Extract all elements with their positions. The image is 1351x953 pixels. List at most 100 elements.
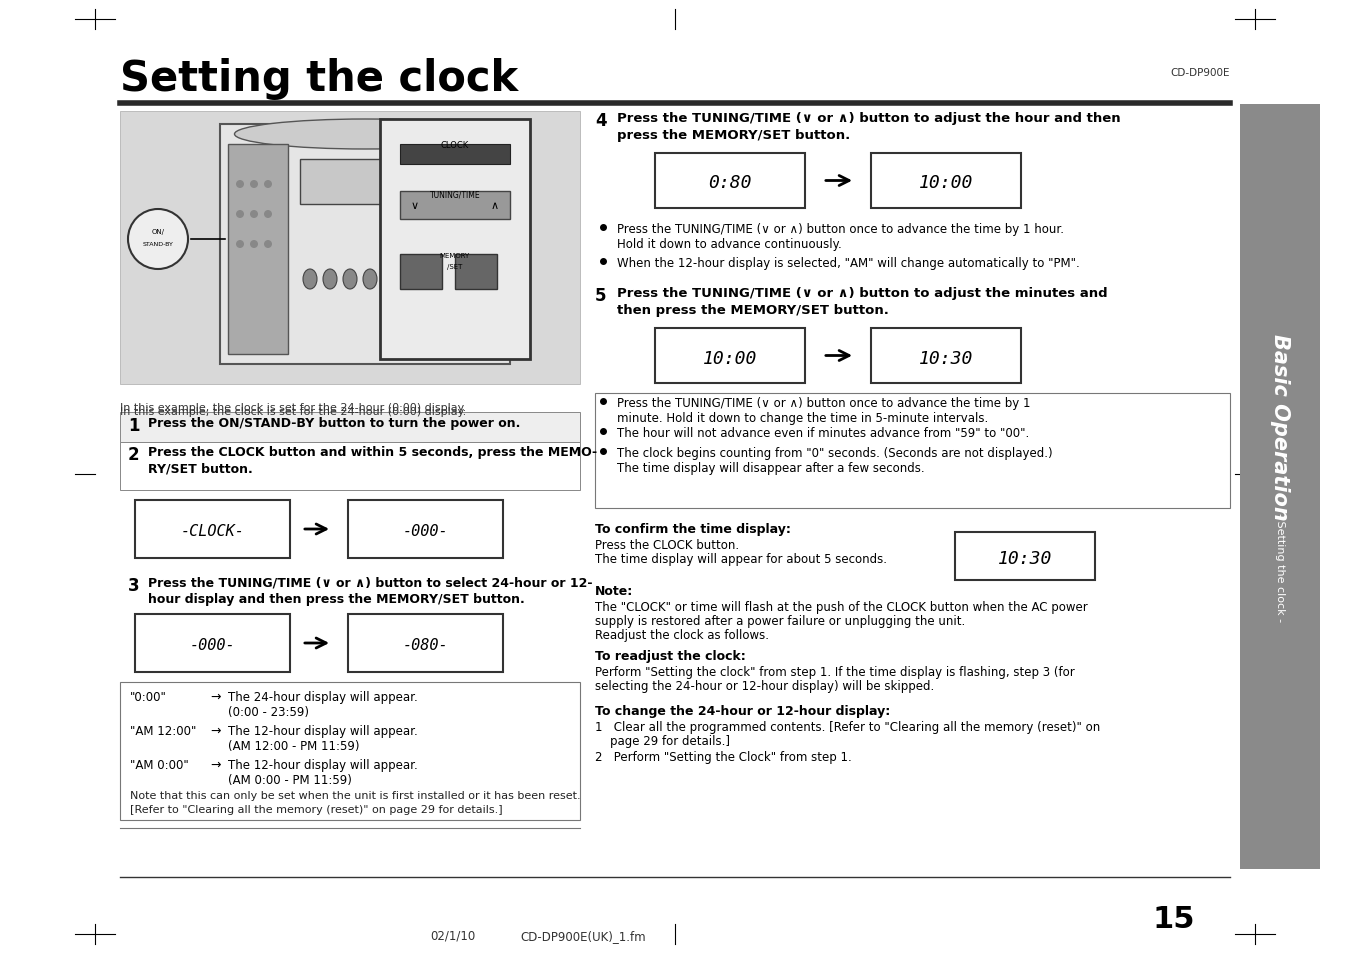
Text: Readjust the clock as follows.: Readjust the clock as follows. [594, 628, 769, 641]
Text: Press the CLOCK button.: Press the CLOCK button. [594, 538, 739, 552]
Bar [120, 112, 580, 385]
Bar [655, 153, 805, 209]
Text: Basic Operation: Basic Operation [1270, 334, 1290, 520]
Circle shape [236, 241, 245, 249]
Text: In this example, the clock is set for the 24-hour (0:00) display.: In this example, the clock is set for th… [120, 407, 466, 416]
Text: Press the TUNING/TIME (∨ or ∧) button to adjust the hour and then: Press the TUNING/TIME (∨ or ∧) button to… [617, 112, 1120, 125]
Text: Setting the clock: Setting the clock [120, 58, 519, 100]
Ellipse shape [343, 270, 357, 290]
Text: -000-: -000- [189, 638, 235, 653]
Bar [349, 500, 503, 558]
Text: →: → [209, 690, 220, 703]
Text: Hold it down to advance continuously.: Hold it down to advance continuously. [617, 237, 842, 251]
Text: "0:00": "0:00" [130, 690, 168, 703]
Text: 2   Perform "Setting the Clock" from step 1.: 2 Perform "Setting the Clock" from step … [594, 750, 851, 763]
Ellipse shape [323, 270, 336, 290]
Text: 10:30: 10:30 [998, 550, 1052, 567]
Ellipse shape [303, 270, 317, 290]
Text: Perform "Setting the clock" from step 1. If the time display is flashing, step 3: Perform "Setting the clock" from step 1.… [594, 665, 1075, 679]
Bar [400, 254, 442, 290]
Text: ∧: ∧ [490, 201, 499, 211]
Text: The hour will not advance even if minutes advance from "59" to "00".: The hour will not advance even if minute… [617, 427, 1029, 439]
Text: -CLOCK-: -CLOCK- [181, 524, 245, 539]
Bar [220, 125, 509, 365]
Text: 02/1/10: 02/1/10 [430, 929, 476, 942]
Circle shape [263, 181, 272, 189]
Text: CD-DP900E(UK)_1.fm: CD-DP900E(UK)_1.fm [520, 929, 646, 942]
Text: The 12-hour display will appear.: The 12-hour display will appear. [228, 724, 417, 738]
Text: 0:80: 0:80 [708, 174, 751, 193]
Bar [955, 533, 1096, 580]
Text: Press the TUNING/TIME (∨ or ∧) button once to advance the time by 1: Press the TUNING/TIME (∨ or ∧) button on… [617, 396, 1031, 410]
Text: 2: 2 [128, 446, 139, 463]
Text: ∨: ∨ [411, 201, 419, 211]
Text: "AM 0:00": "AM 0:00" [130, 759, 189, 771]
Text: TUNING/TIME: TUNING/TIME [430, 191, 481, 199]
Circle shape [263, 211, 272, 219]
Text: →: → [209, 759, 220, 771]
Bar [594, 394, 1229, 509]
Bar [380, 120, 530, 359]
Circle shape [250, 211, 258, 219]
Bar [120, 442, 580, 491]
Bar [455, 254, 497, 290]
Text: To readjust the clock:: To readjust the clock: [594, 649, 746, 662]
Text: press the MEMORY/SET button.: press the MEMORY/SET button. [617, 129, 850, 142]
Text: ON/: ON/ [151, 229, 165, 234]
Bar [871, 329, 1021, 384]
Text: 15: 15 [1152, 904, 1196, 933]
Text: Note:: Note: [594, 584, 634, 598]
Text: - Setting the clock -: - Setting the clock - [1275, 513, 1285, 621]
Text: selecting the 24-hour or 12-hour display) will be skipped.: selecting the 24-hour or 12-hour display… [594, 679, 935, 692]
Text: When the 12-hour display is selected, "AM" will change automatically to "PM".: When the 12-hour display is selected, "A… [617, 256, 1079, 270]
Bar [1240, 105, 1320, 869]
Text: To change the 24-hour or 12-hour display:: To change the 24-hour or 12-hour display… [594, 704, 890, 718]
Bar [228, 145, 288, 355]
Bar [400, 192, 509, 220]
Text: hour display and then press the MEMORY/SET button.: hour display and then press the MEMORY/S… [149, 593, 524, 605]
Bar [135, 615, 290, 672]
Text: 10:00: 10:00 [919, 174, 973, 193]
Text: then press the MEMORY/SET button.: then press the MEMORY/SET button. [617, 304, 889, 316]
Text: The clock begins counting from "0" seconds. (Seconds are not displayed.): The clock begins counting from "0" secon… [617, 447, 1052, 459]
Text: The 24-hour display will appear.: The 24-hour display will appear. [228, 690, 417, 703]
Text: [Refer to "Clearing all the memory (reset)" on page 29 for details.]: [Refer to "Clearing all the memory (rese… [130, 804, 503, 814]
Text: →: → [209, 724, 220, 738]
Text: CD-DP900E: CD-DP900E [1170, 68, 1229, 78]
Text: 1: 1 [128, 416, 139, 435]
Ellipse shape [363, 270, 377, 290]
Text: Note that this can only be set when the unit is first installed or it has been r: Note that this can only be set when the … [130, 790, 581, 801]
Text: CLOCK: CLOCK [440, 140, 469, 150]
Text: Press the TUNING/TIME (∨ or ∧) button to adjust the minutes and: Press the TUNING/TIME (∨ or ∧) button to… [617, 287, 1108, 299]
Text: RY/SET button.: RY/SET button. [149, 462, 253, 476]
Text: (AM 12:00 - PM 11:59): (AM 12:00 - PM 11:59) [228, 740, 359, 752]
Ellipse shape [235, 120, 496, 150]
Text: (0:00 - 23:59): (0:00 - 23:59) [228, 705, 309, 719]
Text: The "CLOCK" or time will flash at the push of the CLOCK button when the AC power: The "CLOCK" or time will flash at the pu… [594, 600, 1088, 614]
Text: Press the TUNING/TIME (∨ or ∧) button to select 24-hour or 12-: Press the TUNING/TIME (∨ or ∧) button to… [149, 577, 593, 589]
Text: "AM 12:00": "AM 12:00" [130, 724, 196, 738]
Text: The time display will disappear after a few seconds.: The time display will disappear after a … [617, 461, 924, 475]
Bar [120, 682, 580, 821]
Circle shape [236, 211, 245, 219]
Circle shape [250, 181, 258, 189]
Text: STAND-BY: STAND-BY [143, 242, 173, 247]
Text: Press the TUNING/TIME (∨ or ∧) button once to advance the time by 1 hour.: Press the TUNING/TIME (∨ or ∧) button on… [617, 223, 1065, 235]
Text: 4: 4 [594, 112, 607, 130]
Circle shape [250, 241, 258, 249]
Circle shape [128, 210, 188, 270]
Text: Press the CLOCK button and within 5 seconds, press the MEMO-: Press the CLOCK button and within 5 seco… [149, 446, 597, 458]
Bar [655, 329, 805, 384]
Bar [300, 160, 409, 205]
Text: /SET: /SET [447, 264, 462, 270]
Text: (AM 0:00 - PM 11:59): (AM 0:00 - PM 11:59) [228, 773, 351, 786]
Text: minute. Hold it down to change the time in 5-minute intervals.: minute. Hold it down to change the time … [617, 412, 988, 424]
Text: 1   Clear all the programmed contents. [Refer to "Clearing all the memory (reset: 1 Clear all the programmed contents. [Re… [594, 720, 1100, 733]
Bar [871, 153, 1021, 209]
Text: 3: 3 [128, 577, 139, 595]
Text: The time display will appear for about 5 seconds.: The time display will appear for about 5… [594, 553, 888, 565]
Bar [120, 413, 580, 442]
Text: -080-: -080- [403, 638, 449, 653]
Text: The 12-hour display will appear.: The 12-hour display will appear. [228, 759, 417, 771]
Text: Press the ON/STAND-BY button to turn the power on.: Press the ON/STAND-BY button to turn the… [149, 416, 520, 430]
